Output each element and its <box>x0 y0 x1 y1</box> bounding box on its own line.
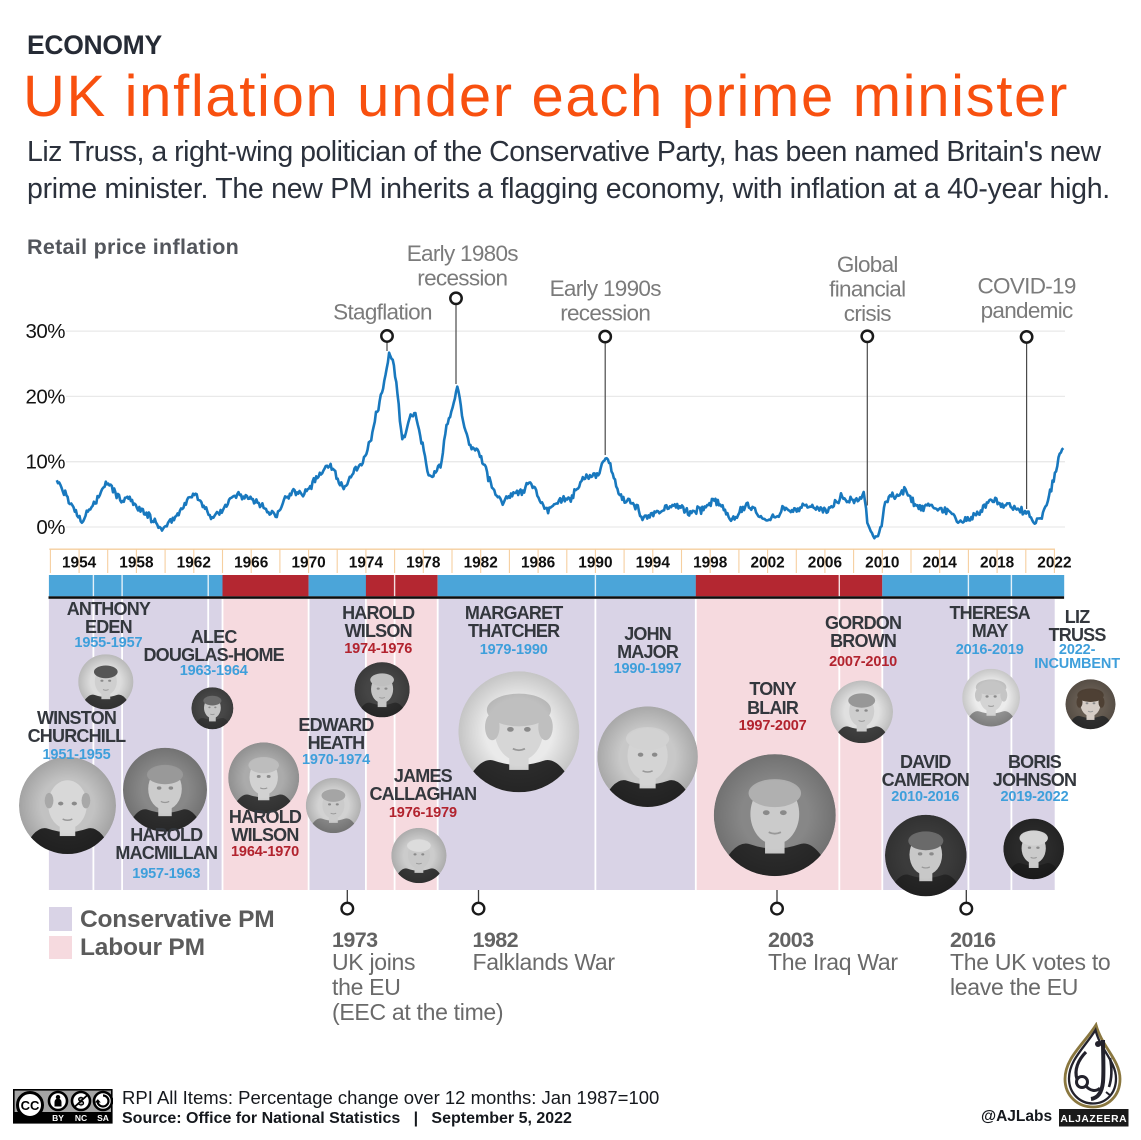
svg-text:recession: recession <box>560 301 650 326</box>
svg-text:CC: CC <box>21 1098 40 1113</box>
svg-text:Early 1990s: Early 1990s <box>550 276 662 301</box>
svg-text:1998: 1998 <box>693 555 728 572</box>
svg-text:10%: 10% <box>25 451 65 474</box>
svg-text:pandemic: pandemic <box>981 298 1073 323</box>
svg-text:COVID-19: COVID-19 <box>978 274 1076 299</box>
svg-text:1958: 1958 <box>119 555 154 572</box>
svg-text:Stagflation: Stagflation <box>333 300 432 325</box>
svg-text:2006: 2006 <box>808 555 842 572</box>
svg-text:1962: 1962 <box>177 555 211 572</box>
svg-text:recession: recession <box>417 266 507 291</box>
svg-text:BY: BY <box>52 1113 64 1123</box>
svg-text:2018: 2018 <box>980 555 1015 572</box>
svg-text:1954: 1954 <box>62 555 97 572</box>
svg-text:2002: 2002 <box>750 555 784 572</box>
svg-text:SA: SA <box>97 1113 109 1123</box>
svg-text:2014: 2014 <box>923 555 958 572</box>
svg-text:1966: 1966 <box>234 555 268 572</box>
svg-text:1990: 1990 <box>578 555 612 572</box>
svg-text:2022: 2022 <box>1037 555 1071 572</box>
svg-text:financial: financial <box>829 277 905 302</box>
svg-text:1982: 1982 <box>464 555 498 572</box>
svg-text:30%: 30% <box>25 320 65 343</box>
svg-text:NC: NC <box>75 1113 87 1123</box>
svg-text:1978: 1978 <box>406 555 441 572</box>
svg-text:1994: 1994 <box>636 555 671 572</box>
svg-text:2010: 2010 <box>865 555 899 572</box>
svg-text:20%: 20% <box>25 385 65 408</box>
svg-text:0%: 0% <box>36 516 65 539</box>
svg-text:Early 1980s: Early 1980s <box>407 241 519 266</box>
svg-text:1974: 1974 <box>349 555 384 572</box>
svg-text:Global: Global <box>837 252 898 277</box>
svg-text:crisis: crisis <box>844 301 891 326</box>
svg-text:1970: 1970 <box>291 555 325 572</box>
svg-text:1986: 1986 <box>521 555 555 572</box>
svg-text:ALJAZEERA: ALJAZEERA <box>1060 1114 1127 1125</box>
